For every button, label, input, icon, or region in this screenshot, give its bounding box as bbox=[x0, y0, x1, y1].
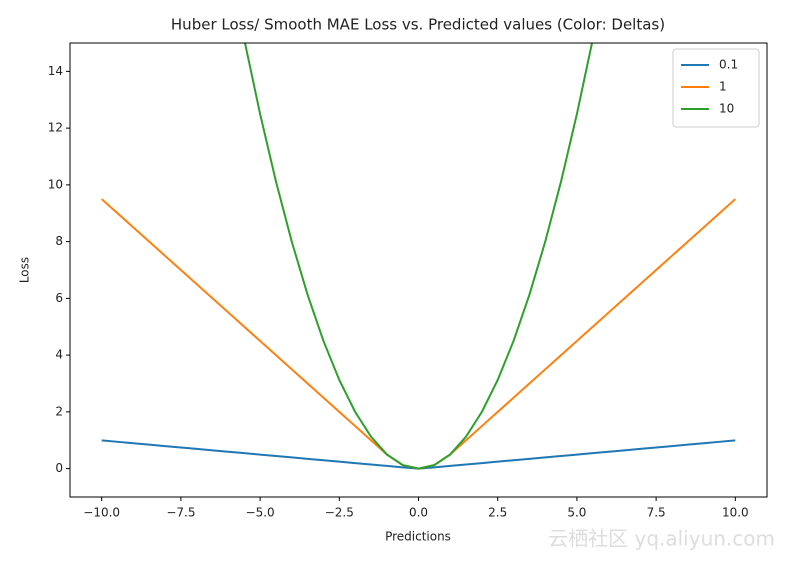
y-tick-label: 0 bbox=[55, 461, 63, 475]
x-tick-label: −5.0 bbox=[246, 506, 275, 520]
x-tick-label: −2.5 bbox=[325, 506, 354, 520]
x-tick-label: 10.0 bbox=[722, 506, 749, 520]
plot-lines bbox=[101, 43, 736, 470]
y-tick-label: 2 bbox=[55, 404, 63, 418]
legend-label: 0.1 bbox=[719, 58, 738, 72]
x-tick-label: −10.0 bbox=[83, 506, 120, 520]
x-tick-label: 0.0 bbox=[409, 506, 428, 520]
y-tick-label: 14 bbox=[48, 64, 63, 78]
legend-box bbox=[672, 48, 760, 128]
y-tick-label: 4 bbox=[55, 348, 63, 362]
x-tick-label: −7.5 bbox=[166, 506, 195, 520]
chart-title: Huber Loss/ Smooth MAE Loss vs. Predicte… bbox=[171, 16, 665, 34]
line-series bbox=[101, 198, 736, 470]
x-tick-label: 2.5 bbox=[488, 506, 507, 520]
y-tick-label: 12 bbox=[48, 121, 63, 135]
y-tick-label: 10 bbox=[48, 177, 63, 191]
plot-frame bbox=[69, 42, 768, 498]
legend-label: 10 bbox=[719, 102, 734, 116]
x-axis-label: Predictions bbox=[385, 530, 451, 544]
y-axis-label: Loss bbox=[18, 257, 32, 283]
x-tick-label: 5.0 bbox=[567, 506, 586, 520]
watermark: 云栖社区 yq.aliyun.com bbox=[548, 527, 775, 551]
legend-label: 1 bbox=[719, 80, 727, 94]
x-tick-label: 7.5 bbox=[647, 506, 666, 520]
y-tick-label: 8 bbox=[55, 234, 63, 248]
y-tick-label: 6 bbox=[55, 291, 63, 305]
line-series bbox=[101, 439, 736, 470]
line-series bbox=[243, 43, 594, 470]
